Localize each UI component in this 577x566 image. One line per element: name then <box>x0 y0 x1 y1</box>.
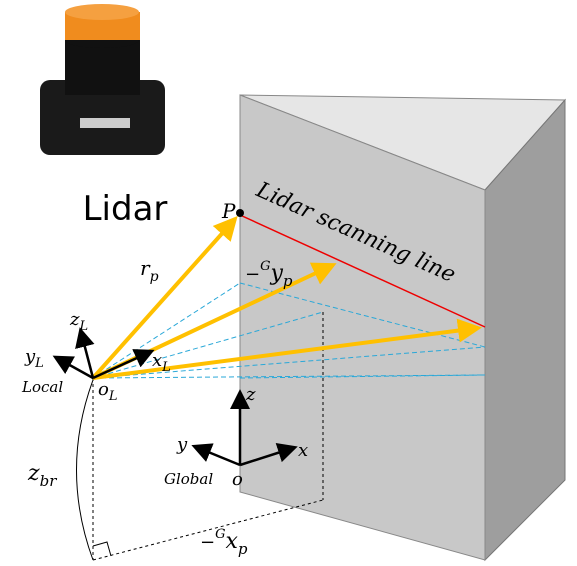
global-origin-label: o <box>232 469 243 490</box>
lidar-device <box>40 4 165 155</box>
global-y-axis-label: y <box>176 434 188 455</box>
global-x-label: −Gxp <box>200 527 248 558</box>
point-p <box>236 209 244 217</box>
point-label: P <box>221 199 236 223</box>
local-frame-label: Local <box>21 378 63 396</box>
local-y-label: yL <box>24 346 44 371</box>
global-x-axis-label: x <box>298 440 308 461</box>
local-origin-label: oL <box>98 379 117 404</box>
device-label: Lidar <box>83 189 168 229</box>
range-label: rp <box>140 256 159 285</box>
right-angle <box>93 542 111 556</box>
local-z-label: zL <box>69 309 88 334</box>
global-frame-label: Global <box>164 470 213 488</box>
global-z-label: z <box>245 384 256 405</box>
height-brace <box>77 380 94 560</box>
diagram: Lidar P Lidar scanning line rp −Gyp −Gxp… <box>0 0 577 566</box>
height-label: zbr <box>27 461 57 490</box>
